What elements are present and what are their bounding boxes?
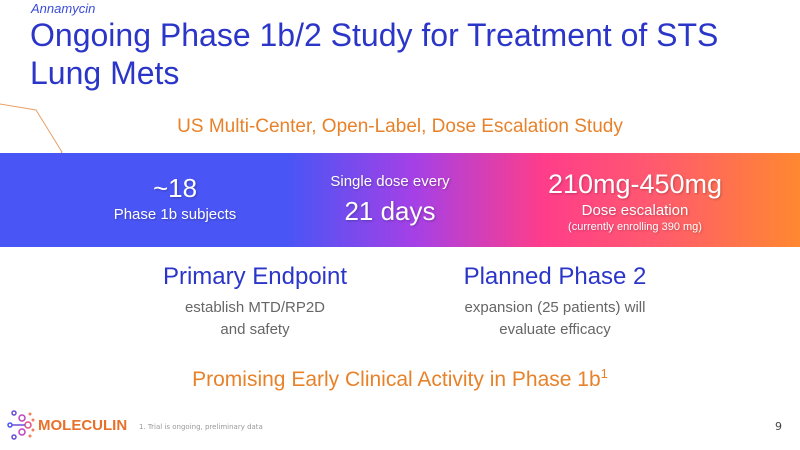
dosing-stat: Single dose every 21 days <box>310 173 470 227</box>
dose-label: Dose escalation <box>581 202 689 219</box>
footnote-ref: 1 <box>600 366 608 381</box>
primary-endpoint-body: establish MTD/RP2D and safety <box>130 297 380 341</box>
subjects-stat: ~18 Phase 1b subjects <box>90 173 260 223</box>
dose-note: (currently enrolling 390 mg) <box>568 221 702 233</box>
footnote: 1. Trial is ongoing, preliminary data <box>139 423 263 431</box>
dose-value: 210mg-450mg <box>547 169 723 199</box>
subjects-value: ~18 <box>152 173 198 203</box>
promo-statement: Promising Early Clinical Activity in Pha… <box>0 366 800 392</box>
moleculin-logo: MOLECULIN <box>6 408 127 442</box>
phase2-line-1: expansion (25 patients) will <box>464 299 646 316</box>
dose-stat: 210mg-450mg Dose escalation (currently e… <box>530 169 740 233</box>
slide-kicker: Annamycin <box>31 1 96 16</box>
study-highlights-band: ~18 Phase 1b subjects Single dose every … <box>0 153 800 247</box>
dosing-value: 21 days <box>344 196 436 226</box>
molecule-logo-icon <box>7 410 35 440</box>
primary-line-1: establish MTD/RP2D <box>184 299 326 316</box>
logo-wordmark: MOLECULIN <box>38 416 128 434</box>
primary-line-2: and safety <box>220 321 290 338</box>
page-number: 9 <box>775 420 782 433</box>
slide-title: Ongoing Phase 1b/2 Study for Treatment o… <box>30 17 719 91</box>
phase2-body: expansion (25 patients) will evaluate ef… <box>420 297 690 341</box>
subjects-label: Phase 1b subjects <box>113 206 237 223</box>
primary-endpoint-heading: Primary Endpoint <box>162 263 348 290</box>
promo-text: Promising Early Clinical Activity in Pha… <box>192 368 601 391</box>
dosing-label: Single dose every <box>330 173 450 190</box>
phase2-heading: Planned Phase 2 <box>463 263 647 290</box>
slide-subtitle: US Multi-Center, Open-Label, Dose Escala… <box>177 116 623 137</box>
phase2-line-2: evaluate efficacy <box>499 321 611 338</box>
